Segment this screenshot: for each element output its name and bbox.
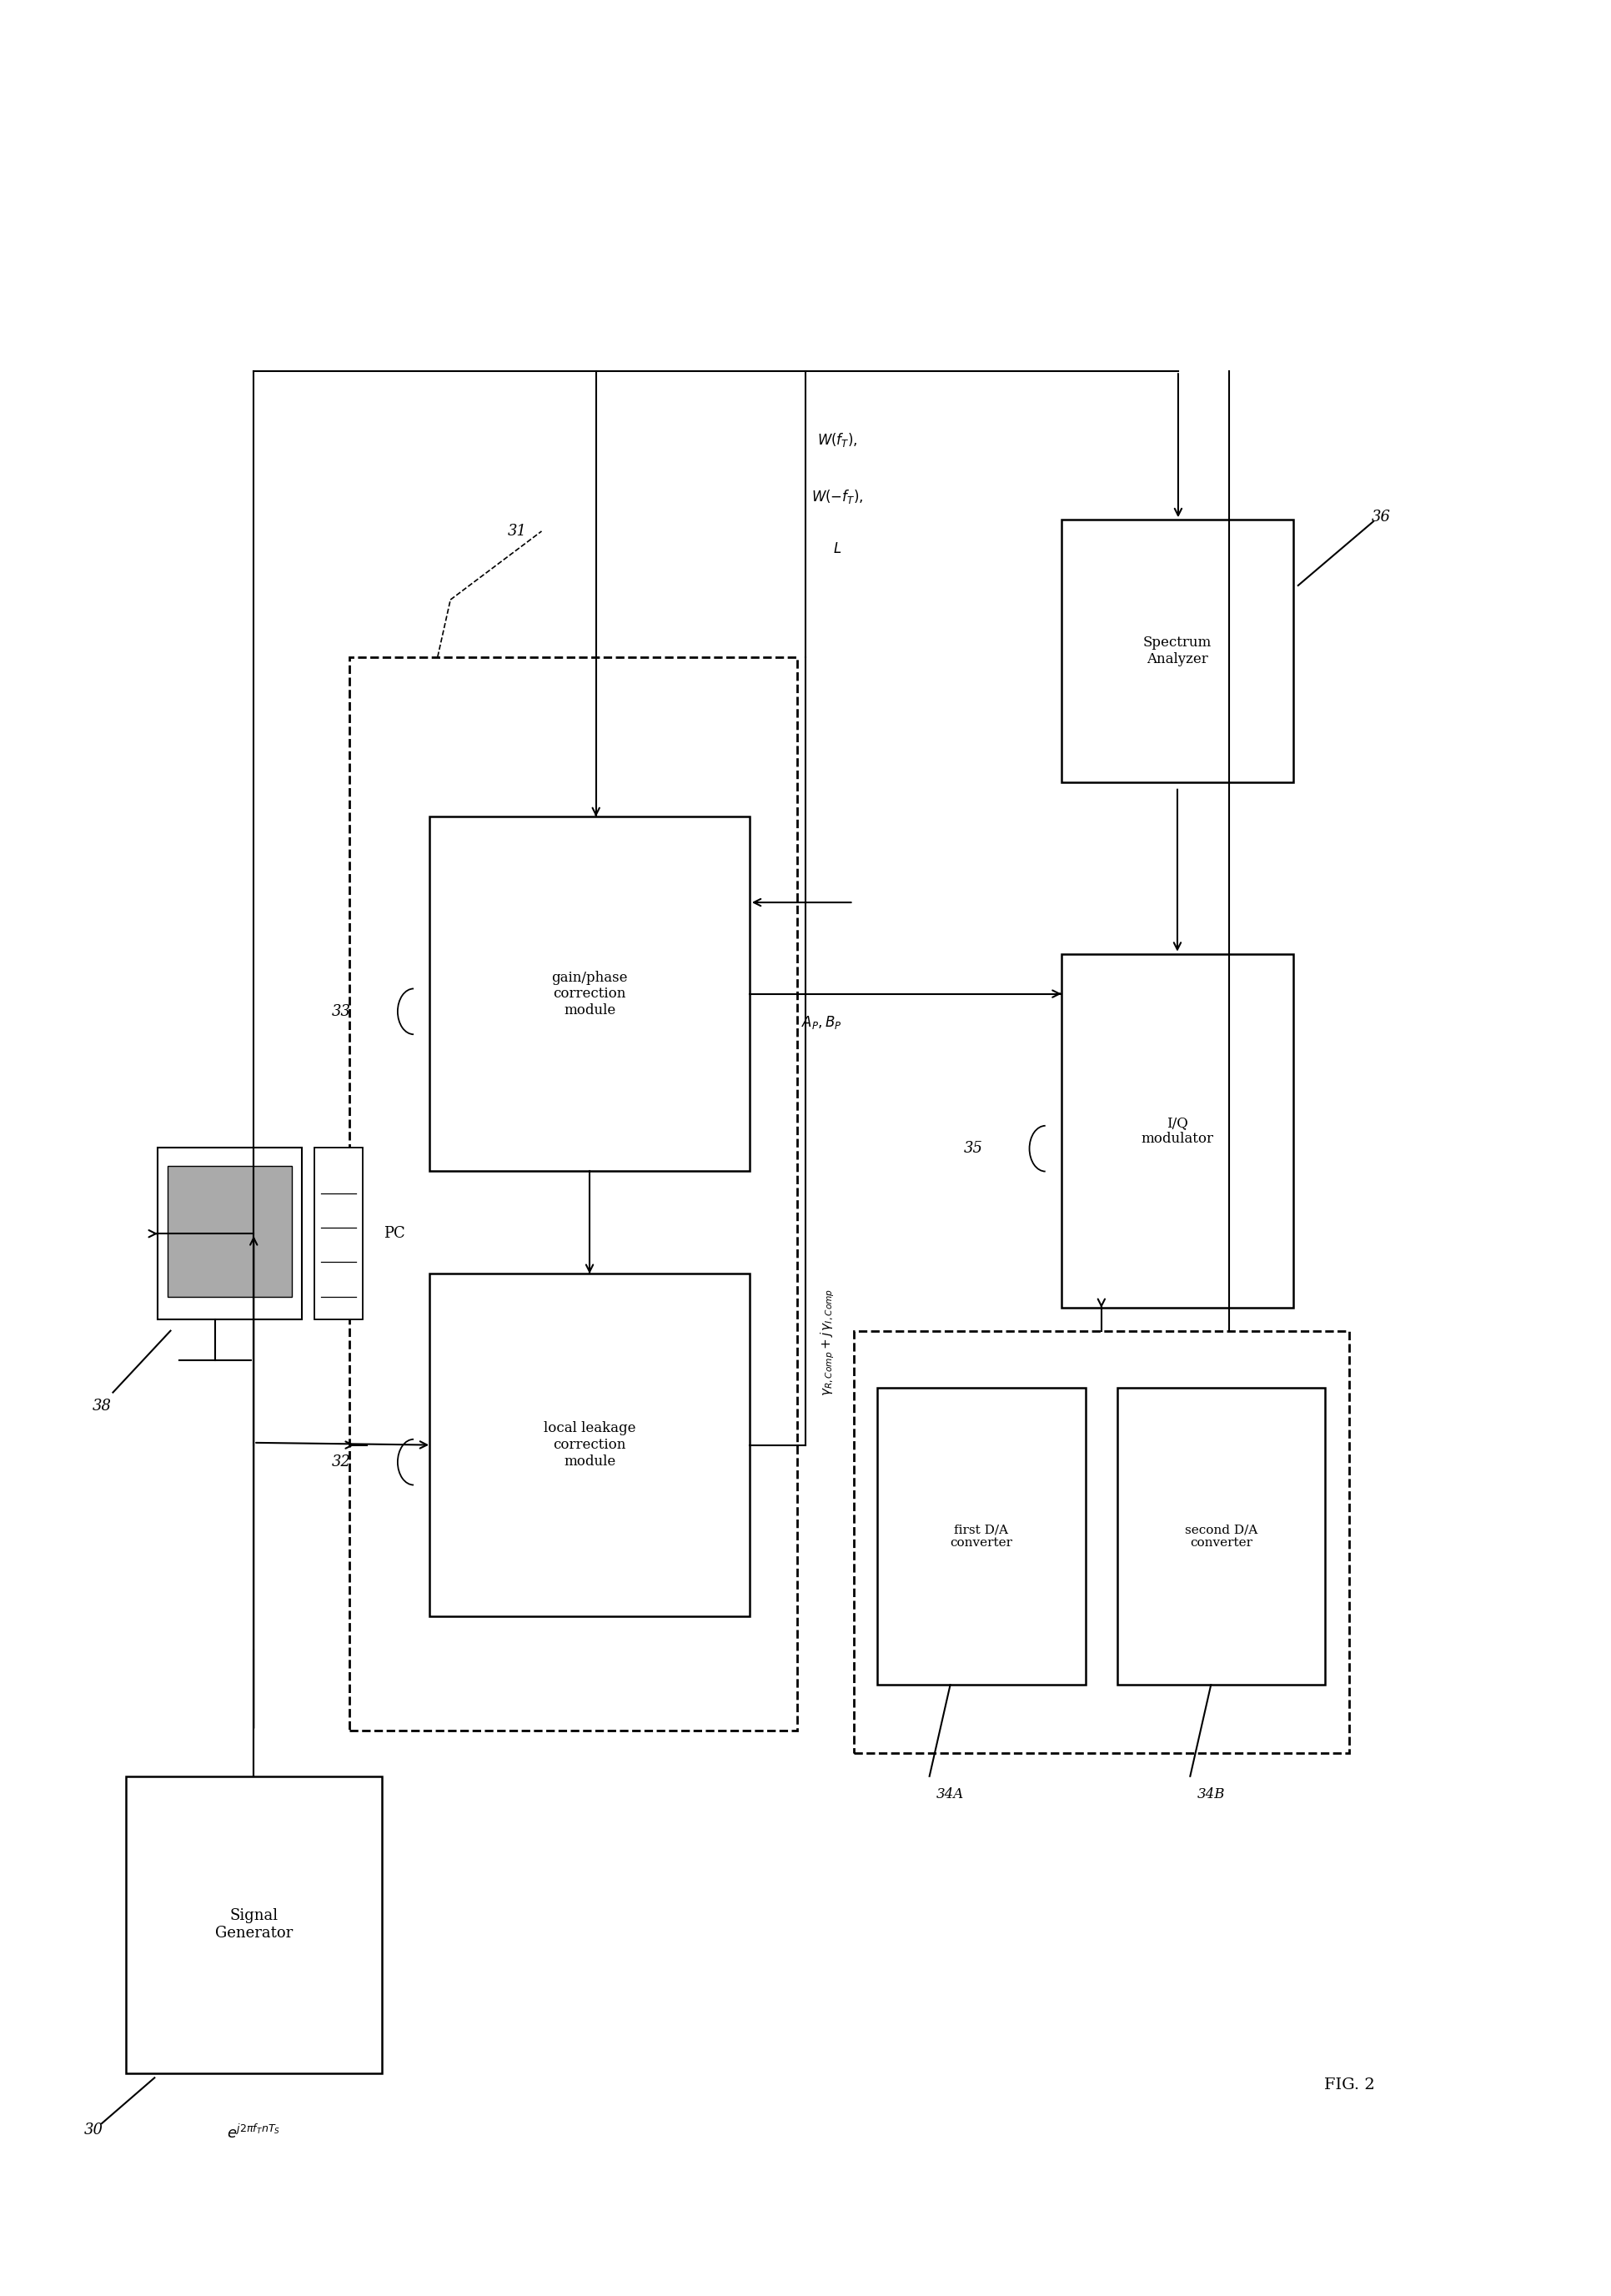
Bar	[1062, 953, 1294, 1309]
Bar	[350, 657, 797, 1731]
Bar	[878, 1387, 1086, 1685]
Text: 34B: 34B	[1197, 1786, 1224, 1802]
Text: 36: 36	[1371, 510, 1390, 523]
Bar	[158, 1148, 301, 1320]
Text: $L$: $L$	[833, 542, 843, 556]
Bar	[168, 1166, 292, 1297]
Text: $A_P,B_P$: $A_P,B_P$	[801, 1015, 843, 1031]
Text: gain/phase
correction
module: gain/phase correction module	[551, 971, 628, 1017]
Text: $e^{j2\pi f_T n T_S}$: $e^{j2\pi f_T n T_S}$	[227, 2124, 280, 2142]
Text: first D/A
converter: first D/A converter	[950, 1525, 1013, 1550]
Text: FIG. 2: FIG. 2	[1324, 2078, 1374, 2092]
Text: I/Q
modulator: I/Q modulator	[1141, 1116, 1213, 1146]
Text: 38: 38	[92, 1398, 111, 1414]
Text: Signal
Generator: Signal Generator	[214, 1908, 293, 1940]
Bar	[126, 1777, 382, 2073]
Text: 33: 33	[332, 1003, 351, 1019]
Bar	[430, 1274, 749, 1616]
Text: local leakage
correction
module: local leakage correction module	[543, 1421, 636, 1469]
Text: second D/A
converter: second D/A converter	[1186, 1525, 1258, 1550]
Bar	[1118, 1387, 1326, 1685]
Text: Spectrum
Analyzer: Spectrum Analyzer	[1144, 636, 1211, 666]
Bar	[430, 817, 749, 1171]
Bar	[1062, 519, 1294, 783]
Bar	[314, 1148, 362, 1320]
Text: 31: 31	[507, 523, 527, 540]
Text: 35: 35	[963, 1141, 983, 1157]
Text: 34A: 34A	[936, 1786, 963, 1802]
Text: $\gamma_{R,Comp}+j\,\gamma_{I,Comp}$: $\gamma_{R,Comp}+j\,\gamma_{I,Comp}$	[820, 1288, 836, 1396]
Text: 30: 30	[84, 2124, 103, 2138]
Bar	[854, 1332, 1350, 1754]
Text: $W(-f_T),$: $W(-f_T),$	[812, 489, 863, 505]
Text: PC: PC	[383, 1226, 406, 1242]
Text: 32: 32	[332, 1456, 351, 1469]
Text: $W(f_T),$: $W(f_T),$	[817, 432, 857, 448]
